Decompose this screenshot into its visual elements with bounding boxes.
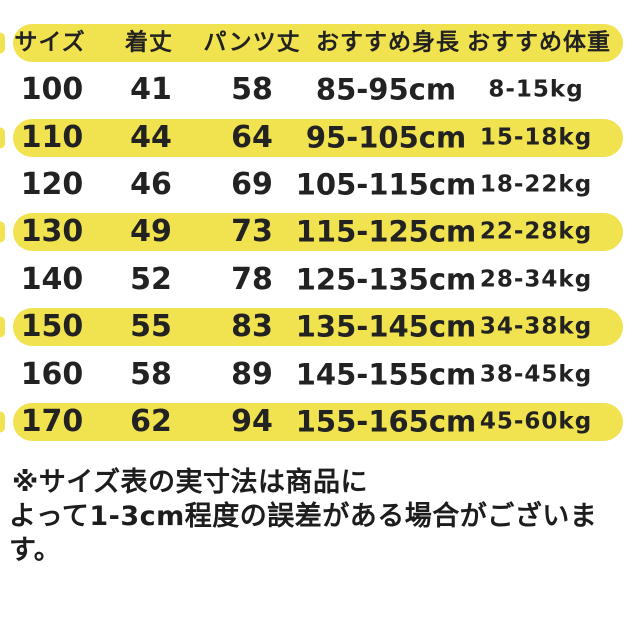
row-highlight-pill <box>13 403 623 441</box>
pants-cell: 64 <box>231 120 273 155</box>
header-cell-weight: おすすめ体重 <box>467 29 611 56</box>
length-cell: 49 <box>130 214 172 249</box>
pants-cell: 78 <box>231 262 273 297</box>
size-chart-footnote: ※サイズ表の実寸法は商品に よって1-3cm程度の誤差がある場合がございます。 <box>9 466 632 568</box>
pants-cell: 83 <box>231 309 273 344</box>
row-highlight-pill <box>13 119 623 157</box>
table-row: 170 62 94 155-165cm 45-60kg <box>0 399 640 445</box>
pants-cell: 73 <box>231 214 273 249</box>
header-cell-pants: パンツ丈 <box>203 29 301 56</box>
pants-cell: 94 <box>231 404 273 439</box>
weight-cell: 15-18kg <box>479 124 593 151</box>
weight-cell: 8-15kg <box>488 76 584 103</box>
pants-cell: 58 <box>231 72 273 107</box>
row-left-sliver <box>0 411 5 433</box>
weight-cell: 38-45kg <box>479 361 593 388</box>
height-cell: 95-105cm <box>305 120 467 155</box>
table-row: 100 41 58 85-95cm 8-15kg <box>0 67 640 113</box>
row-left-sliver <box>0 221 5 243</box>
length-cell: 41 <box>130 72 172 107</box>
row-highlight-pill <box>13 308 623 346</box>
pants-cell: 89 <box>231 357 273 392</box>
height-cell: 155-165cm <box>295 404 477 439</box>
pants-cell: 69 <box>231 167 273 202</box>
table-row: 120 46 69 105-115cm 18-22kg <box>0 162 640 208</box>
table-row: 160 58 89 145-155cm 38-45kg <box>0 352 640 398</box>
size-cell: 170 <box>20 404 84 439</box>
size-cell: 100 <box>20 72 84 107</box>
length-cell: 44 <box>130 120 172 155</box>
length-cell: 52 <box>130 262 172 297</box>
height-cell: 145-155cm <box>295 357 477 392</box>
size-cell: 140 <box>20 262 84 297</box>
header-cell-length: 着丈 <box>125 29 173 56</box>
size-cell: 110 <box>20 120 84 155</box>
weight-cell: 34-38kg <box>479 313 593 340</box>
size-cell: 120 <box>20 167 84 202</box>
length-cell: 62 <box>130 404 172 439</box>
length-cell: 58 <box>130 357 172 392</box>
table-row: 140 52 78 125-135cm 28-34kg <box>0 257 640 303</box>
length-cell: 55 <box>130 309 172 344</box>
header-highlight-pill <box>13 24 623 62</box>
table-row: 110 44 64 95-105cm 15-18kg <box>0 115 640 161</box>
weight-cell: 28-34kg <box>479 266 593 293</box>
table-row: 150 55 83 135-145cm 34-38kg <box>0 304 640 350</box>
height-cell: 115-125cm <box>295 214 477 249</box>
weight-cell: 45-60kg <box>479 408 593 435</box>
row-highlight-pill <box>13 213 623 251</box>
footnote-line-2: よって1-3cm程度の誤差がある場合がございます。 <box>9 501 598 566</box>
height-cell: 125-135cm <box>295 262 477 297</box>
height-cell: 85-95cm <box>315 72 457 107</box>
table-header-row: サイズ 着丈 パンツ丈 おすすめ身長 おすすめ体重 <box>0 20 640 66</box>
footnote-line-1: ※サイズ表の実寸法は商品に <box>12 467 368 498</box>
size-cell: 150 <box>20 309 84 344</box>
height-cell: 135-145cm <box>295 309 477 344</box>
header-left-sliver <box>0 32 5 54</box>
weight-cell: 18-22kg <box>479 171 593 198</box>
header-cell-size: サイズ <box>14 29 86 56</box>
length-cell: 46 <box>130 167 172 202</box>
table-row: 130 49 73 115-125cm 22-28kg <box>0 209 640 255</box>
header-cell-height: おすすめ身長 <box>316 29 460 56</box>
size-cell: 160 <box>20 357 84 392</box>
row-left-sliver <box>0 127 5 149</box>
weight-cell: 22-28kg <box>479 218 593 245</box>
row-left-sliver <box>0 316 5 338</box>
size-cell: 130 <box>20 214 84 249</box>
height-cell: 105-115cm <box>295 167 477 202</box>
